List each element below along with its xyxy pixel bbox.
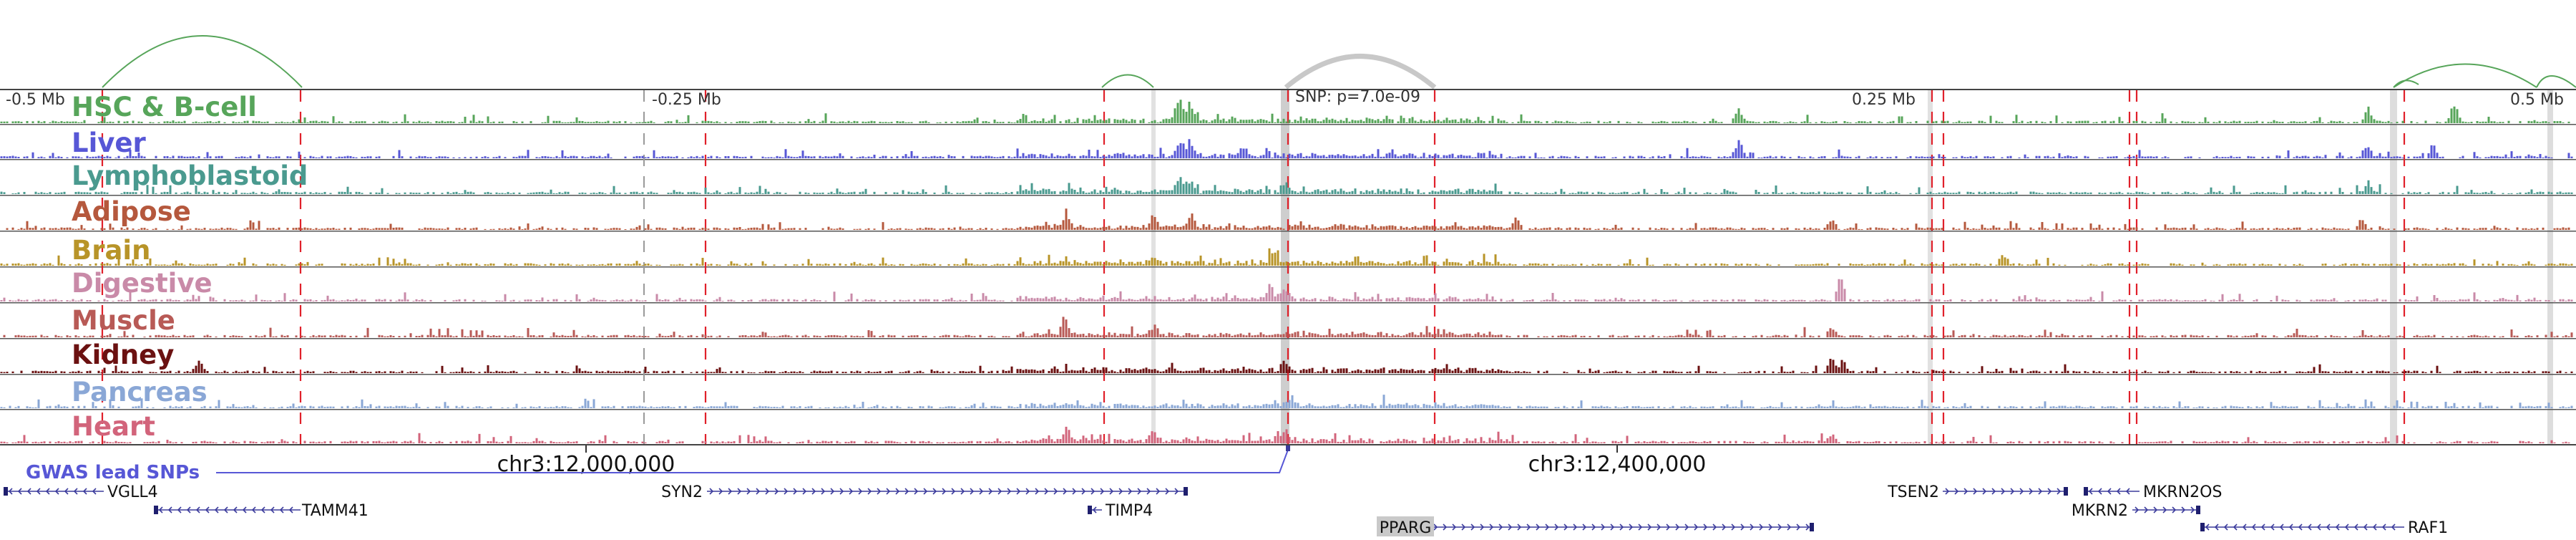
guide-lines bbox=[101, 90, 2406, 444]
gene-exon bbox=[2064, 487, 2068, 496]
distance-axis: -0.5 Mb -0.25 Mb 0.25 Mb 0.5 Mb SNP: p=7… bbox=[6, 88, 2564, 109]
gene-label: RAF1 bbox=[2408, 519, 2448, 537]
track-label-hsc-bcell: HSC & B-cell bbox=[72, 92, 257, 122]
gene-strand-arrows bbox=[1433, 524, 1810, 531]
gene-label: VGLL4 bbox=[107, 483, 158, 501]
axis-label: 0.5 Mb bbox=[2510, 91, 2564, 109]
track-frame-bottom bbox=[0, 444, 2576, 445]
signal-track-bars bbox=[6, 208, 2570, 230]
gene-label: SYN2 bbox=[661, 483, 703, 501]
gene-exon bbox=[1810, 523, 1814, 531]
track-labels: HSC & B-cell Liver Lymphoblastoid Adipos… bbox=[72, 92, 308, 442]
track-label-muscle: Muscle bbox=[72, 305, 175, 336]
gene-label: PPARG bbox=[1380, 519, 1432, 537]
gene-strand-arrows bbox=[2135, 506, 2195, 514]
gene-exon bbox=[2200, 523, 2205, 531]
gene-label: MKRN2 bbox=[2072, 502, 2128, 520]
signal-tracks bbox=[0, 100, 2573, 443]
gene-exon bbox=[2084, 487, 2088, 496]
gene-exon bbox=[4, 487, 8, 496]
signal-track-bars bbox=[0, 248, 2573, 266]
gene-strand-arrows bbox=[709, 488, 1179, 495]
track-separator bbox=[0, 409, 2576, 410]
loop-arc bbox=[1101, 74, 1154, 88]
loop-arc bbox=[102, 35, 303, 88]
signal-track-bars bbox=[0, 139, 2573, 158]
gwas-label: GWAS lead SNPs bbox=[26, 462, 200, 483]
gene-highlight-box bbox=[1377, 516, 1434, 536]
track-label-lymphoblastoid: Lymphoblastoid bbox=[72, 160, 308, 191]
loop-arc bbox=[2393, 63, 2537, 88]
signal-track-bars bbox=[0, 100, 2570, 123]
track-label-digestive: Digestive bbox=[72, 268, 213, 299]
gene-exon bbox=[1184, 487, 1188, 496]
loop-arc bbox=[2393, 79, 2419, 88]
track-separator bbox=[0, 302, 2576, 304]
signal-track-bars bbox=[0, 359, 2573, 373]
gwas-connector-line bbox=[216, 449, 1289, 473]
gene-strand-arrows bbox=[2088, 488, 2130, 495]
axis-label: -0.5 Mb bbox=[6, 91, 65, 109]
signal-track-bars bbox=[0, 177, 2573, 194]
gene-strand-arrows bbox=[1092, 506, 1097, 514]
gene-exon bbox=[2196, 506, 2200, 514]
gwas-track: GWAS lead SNPs bbox=[26, 445, 1290, 483]
track-frame-top bbox=[0, 89, 2576, 90]
loop-arc bbox=[2536, 75, 2576, 88]
track-separator bbox=[0, 124, 2576, 125]
track-label-adipose: Adipose bbox=[72, 196, 191, 227]
axis-label: 0.25 Mb bbox=[1852, 91, 1916, 109]
signal-track-bars bbox=[0, 395, 2573, 408]
signal-track-bars bbox=[3, 317, 2573, 337]
gene-exon bbox=[1088, 506, 1092, 514]
gene-label: TIMP4 bbox=[1105, 502, 1153, 520]
coordinate-label: chr3:12,400,000 bbox=[1528, 452, 1707, 477]
gwas-lead-snp-marker bbox=[1286, 445, 1290, 451]
gene-strand-arrows bbox=[2205, 524, 2396, 531]
gene-label: TSEN2 bbox=[1887, 483, 1939, 501]
track-label-pancreas: Pancreas bbox=[72, 377, 208, 408]
gene-label: MKRN2OS bbox=[2143, 483, 2222, 501]
track-label-liver: Liver bbox=[72, 127, 146, 158]
gene-strand-arrows bbox=[8, 488, 97, 495]
track-label-brain: Brain bbox=[72, 235, 150, 266]
gene-exon bbox=[154, 506, 158, 514]
signal-track-bars bbox=[0, 426, 2570, 443]
gene-label: TAMM41 bbox=[301, 502, 369, 520]
gene-annotation-track: VGLL4 TAMM41 SYN2 TIMP4 PPARG TSEN2 MKRN2OS MKR… bbox=[4, 483, 2448, 537]
snp-loop-arc bbox=[1284, 54, 1437, 90]
gene-strand-arrows bbox=[1945, 488, 2062, 495]
axis-label: -0.25 Mb bbox=[652, 91, 721, 109]
track-label-kidney: Kidney bbox=[72, 339, 174, 370]
track-separator bbox=[0, 338, 2576, 339]
track-separator bbox=[0, 195, 2576, 196]
snp-pvalue-label: SNP: p=7.0e-09 bbox=[1295, 88, 1420, 106]
chromatin-loop-arcs bbox=[102, 35, 2576, 90]
track-separator bbox=[0, 231, 2576, 232]
gene-strand-arrows bbox=[158, 506, 293, 514]
track-label-heart: Heart bbox=[72, 411, 155, 442]
signal-track-bars bbox=[0, 279, 2573, 302]
